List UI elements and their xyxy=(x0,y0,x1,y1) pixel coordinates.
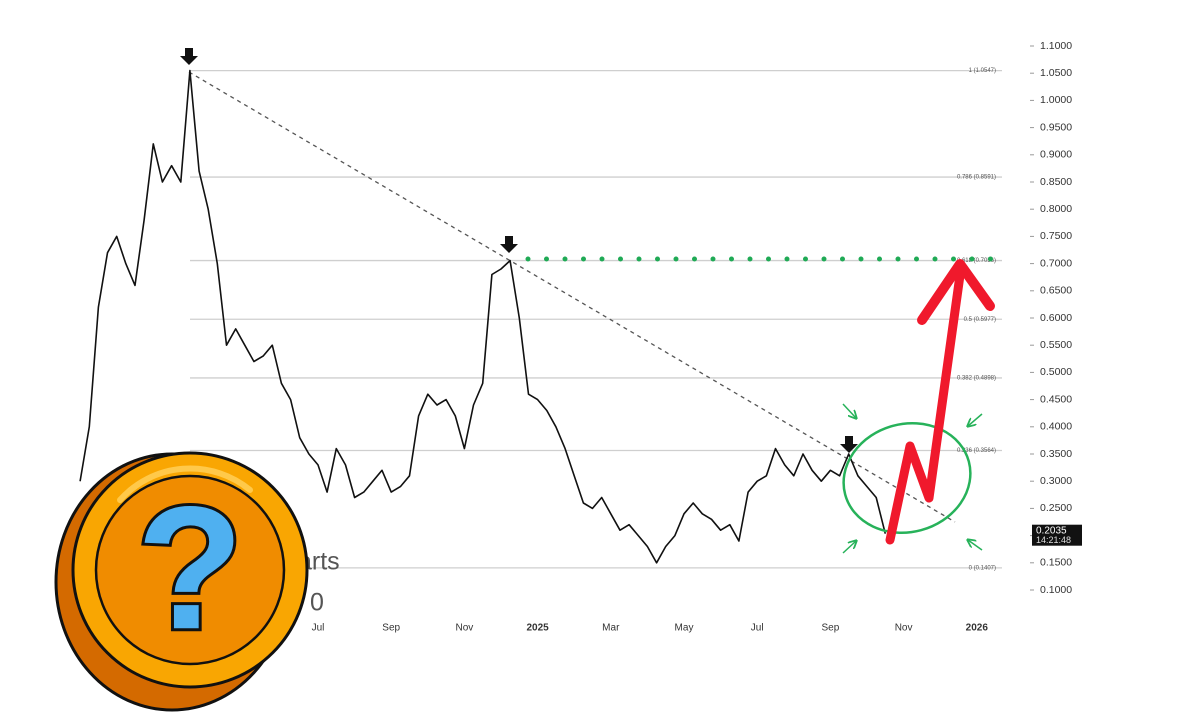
y-tick-label: 0.3000 xyxy=(1040,475,1072,487)
red-arrowhead xyxy=(917,259,995,325)
y-tick-label: 1.0000 xyxy=(1040,94,1072,106)
fib-label: 0.5 (0.5977) xyxy=(964,317,996,323)
y-tick-label: 0.4000 xyxy=(1040,421,1072,433)
green-arrow xyxy=(968,413,983,426)
x-tick-label: 2025 xyxy=(526,623,549,634)
down-arrow xyxy=(840,436,858,453)
axes: 0.10000.15000.20000.25000.30000.35000.40… xyxy=(312,40,1073,634)
trend-line xyxy=(188,71,956,523)
y-tick-label: 0.9000 xyxy=(1040,149,1072,161)
y-tick-label: 1.0500 xyxy=(1040,67,1072,79)
fib-label: 0.382 (0.4898) xyxy=(957,376,996,382)
y-tick-label: 0.9500 xyxy=(1040,121,1072,133)
x-tick-label: Mar xyxy=(602,623,620,634)
y-tick-label: 0.4500 xyxy=(1040,393,1072,405)
green-arrow xyxy=(968,540,983,551)
y-tick-label: 0.7500 xyxy=(1040,230,1072,242)
y-tick-label: 1.1000 xyxy=(1040,40,1072,52)
y-tick-label: 0.3500 xyxy=(1040,448,1072,460)
y-tick-label: 0.8500 xyxy=(1040,176,1072,188)
price-tag-countdown: 14:21:48 xyxy=(1036,535,1071,545)
y-tick-label: 0.1500 xyxy=(1040,557,1072,569)
green-arrow xyxy=(842,403,856,418)
circle-annotation xyxy=(842,422,972,534)
fib-label: 1 (1.0547) xyxy=(969,68,996,74)
peak-markers xyxy=(180,48,858,453)
price-line xyxy=(79,69,887,564)
fib-levels: 1 (1.0547) 0.786 (0.8591) 0.618 (0.7056) 0.… xyxy=(190,68,1002,571)
price-tag-box xyxy=(1032,524,1082,546)
coin-inner xyxy=(94,474,286,666)
coin: ? xyxy=(54,451,309,712)
fib-label: 0 (0.1407) xyxy=(969,565,996,571)
coin-symbol: ? xyxy=(137,471,244,666)
price-line xyxy=(79,69,887,564)
down-arrow xyxy=(500,236,518,253)
red-path xyxy=(885,263,966,545)
x-tick-label: May xyxy=(675,623,694,634)
breakout-circle xyxy=(842,403,983,554)
x-tick-label: Sep xyxy=(382,623,400,634)
y-tick-label: 0.2500 xyxy=(1040,502,1072,514)
projection-arrow xyxy=(885,259,995,545)
y-tick-label: 0.5000 xyxy=(1040,366,1072,378)
y-tick-label: 0.1000 xyxy=(1040,584,1072,596)
fib-label: 0.786 (0.8591) xyxy=(957,175,996,181)
x-tick-label: Nov xyxy=(456,623,474,634)
x-tick-label: Nov xyxy=(895,623,913,634)
y-tick-label: 0.6500 xyxy=(1040,285,1072,297)
x-tick-label: Jul xyxy=(312,623,325,634)
fib-label: 0.236 (0.3564) xyxy=(957,448,996,454)
down-arrow xyxy=(180,48,198,65)
y-tick-label: 0.7000 xyxy=(1040,257,1072,269)
x-tick-label: Jul xyxy=(751,623,764,634)
y-tick-label: 0.8000 xyxy=(1040,203,1072,215)
fib-label: 0.618 (0.7056) xyxy=(957,258,996,264)
watermark: 0 xyxy=(310,589,324,617)
x-tick-label: Sep xyxy=(822,623,840,634)
y-tick-label: 0.5500 xyxy=(1040,339,1072,351)
coin-shine xyxy=(117,465,253,503)
green-arrow xyxy=(842,541,856,554)
x-tick-label: 2026 xyxy=(966,623,989,634)
y-tick-label: 0.6000 xyxy=(1040,312,1072,324)
price-tag-value: 0.2035 xyxy=(1036,525,1067,536)
